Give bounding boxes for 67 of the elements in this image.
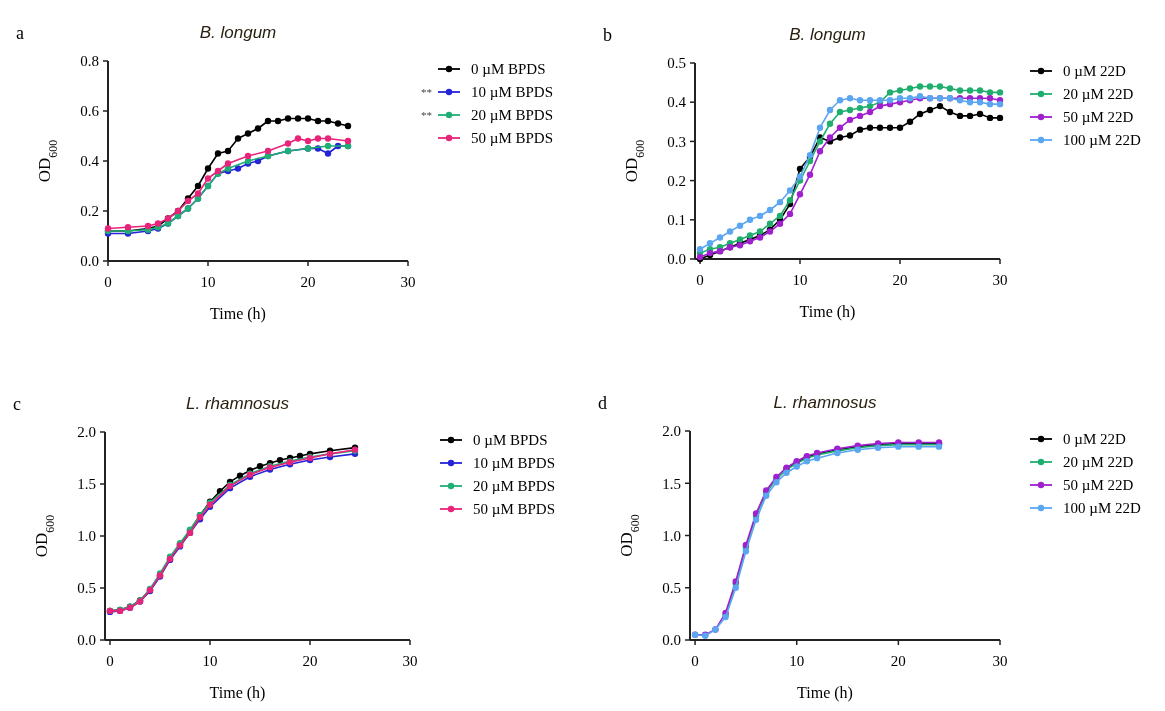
x-tick-label: 30	[402, 653, 418, 669]
y-tick-label: 0.5	[77, 580, 96, 597]
x-tick-label: 20	[892, 272, 908, 288]
legend-label: 20 µM BPDS	[471, 107, 554, 124]
legend-label: 100 µM 22D	[1063, 132, 1141, 149]
y-tick-label: 0.0	[80, 253, 99, 270]
y-tick-label: 0.0	[667, 251, 686, 268]
y-tick-label: 0.8	[80, 53, 99, 70]
x-axis-title: Time (h)	[210, 305, 266, 323]
y-tick-label: 0.0	[662, 632, 681, 649]
legend-label: 50 µM 22D	[1063, 477, 1134, 494]
legend-label: 0 µM 22D	[1063, 63, 1126, 80]
legend-label: 20 µM 22D	[1063, 86, 1134, 103]
x-axis-title: Time (h)	[799, 303, 856, 321]
y-tick-label: 0.5	[667, 55, 686, 72]
x-tick-label: 0	[691, 653, 699, 669]
chart-title: L. rhamnosus	[186, 394, 290, 413]
x-tick-label: 30	[400, 274, 416, 290]
y-tick-label: 0.2	[667, 172, 686, 189]
y-tick-label: 1.5	[77, 476, 96, 493]
x-tick-label: 20	[300, 274, 316, 290]
x-tick-label: 10	[202, 653, 218, 669]
x-tick-label: 10	[792, 272, 808, 288]
y-tick-label: 1.5	[662, 475, 681, 492]
x-tick-label: 10	[789, 653, 805, 669]
legend-label: 10 µM BPDS	[471, 84, 554, 101]
legend-label: 0 µM 22D	[1063, 431, 1126, 448]
x-tick-label: 20	[302, 653, 318, 669]
x-axis-title: Time (h)	[797, 684, 853, 702]
chart-title: B. longum	[789, 25, 866, 44]
y-tick-label: 0.3	[667, 133, 686, 150]
x-tick-label: 30	[992, 653, 1008, 669]
text: b	[603, 25, 612, 45]
x-tick-label: 0	[104, 274, 112, 290]
legend-label: 0 µM BPDS	[471, 61, 546, 78]
y-tick-label: 0.0	[77, 632, 96, 649]
legend-label: 50 µM 22D	[1063, 109, 1134, 126]
x-tick-label: 20	[890, 653, 906, 669]
x-tick-label: 10	[200, 274, 216, 290]
text: **	[421, 85, 432, 98]
legend-label: 10 µM BPDS	[473, 455, 556, 472]
legend-label: 20 µM 22D	[1063, 454, 1134, 471]
x-tick-label: 0	[106, 653, 114, 669]
chart-title: B. longum	[199, 23, 277, 42]
text: c	[13, 394, 21, 414]
y-tick-label: 2.0	[77, 424, 96, 441]
legend-label: 20 µM BPDS	[473, 478, 556, 495]
x-tick-label: 0	[696, 272, 704, 288]
y-tick-label: 2.0	[662, 423, 681, 440]
y-tick-label: 0.4	[80, 153, 100, 170]
legend-label: 50 µM BPDS	[473, 501, 556, 518]
legend-label: 0 µM BPDS	[473, 432, 548, 449]
legend-label: 100 µM 22D	[1063, 500, 1141, 517]
y-tick-label: 0.2	[80, 203, 99, 220]
y-tick-label: 1.0	[662, 527, 681, 544]
y-tick-label: 0.6	[80, 103, 100, 120]
x-axis-title: Time (h)	[209, 684, 266, 702]
x-tick-label: 30	[992, 272, 1008, 288]
chart-title: L. rhamnosus	[773, 393, 877, 412]
y-tick-label: 0.5	[662, 580, 681, 596]
y-tick-label: 0.1	[667, 212, 686, 229]
legend-label: 50 µM BPDS	[471, 130, 554, 147]
y-tick-label: 0.4	[667, 94, 687, 111]
y-tick-label: 1.0	[77, 528, 96, 545]
text: d	[598, 393, 607, 413]
text: a	[16, 23, 24, 43]
text: **	[421, 108, 432, 121]
